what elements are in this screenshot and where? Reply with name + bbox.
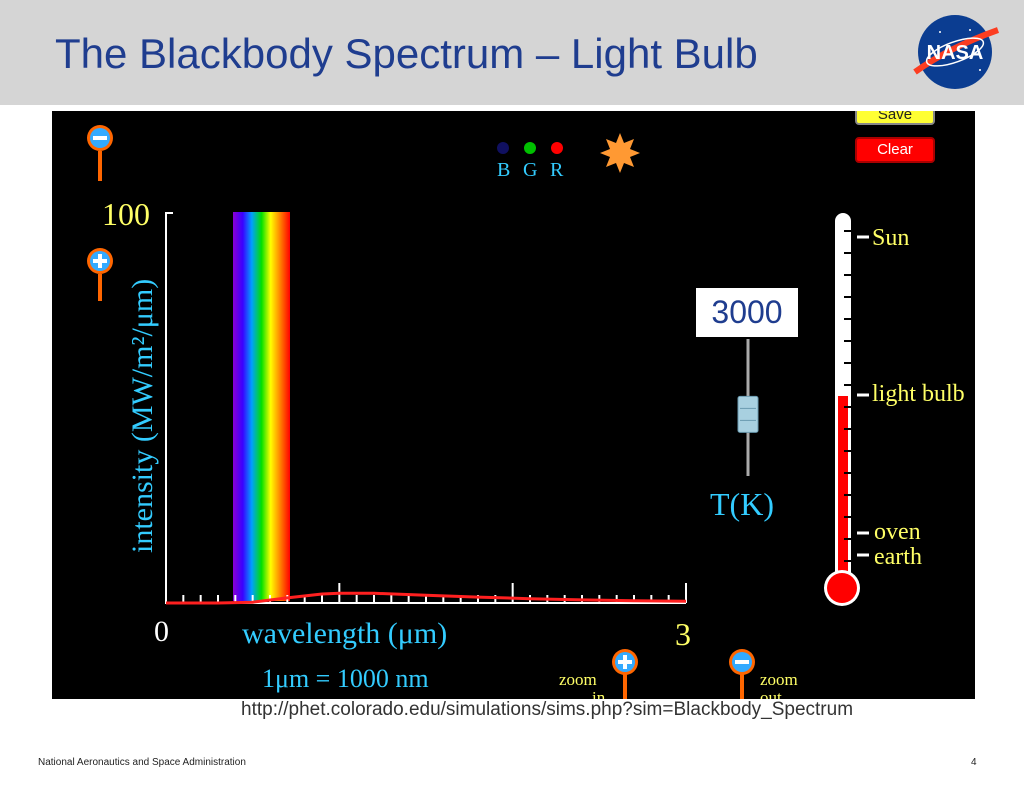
thermometer-label-earth: earth xyxy=(874,544,922,570)
thermometer-label-sun: Sun xyxy=(872,225,909,251)
footer-organization: National Aeronautics and Space Administr… xyxy=(38,757,246,768)
nasa-logo: NASA xyxy=(913,15,1000,89)
temperature-slider[interactable] xyxy=(737,339,759,476)
plus-icon xyxy=(623,655,627,669)
temperature-unit-label: T(K) xyxy=(710,486,774,522)
blue-label: B xyxy=(497,159,510,181)
intensity-curve xyxy=(166,591,687,605)
red-label: R xyxy=(550,159,564,181)
minus-icon xyxy=(93,136,107,140)
zoom-out-vertical-control[interactable] xyxy=(87,125,113,181)
slide-header xyxy=(0,0,1024,105)
green-dot xyxy=(524,142,536,154)
thermometer-label-light-bulb: light bulb xyxy=(872,381,965,407)
thermometer-fill xyxy=(838,396,848,586)
blue-dot xyxy=(497,142,509,154)
zoom-in-sub: in xyxy=(592,688,606,699)
x-axis-min-label: 0 xyxy=(154,615,169,648)
y-axis-label: intensity (MW/m²/μm) xyxy=(126,279,159,553)
zoom-in-label: zoom xyxy=(559,670,597,689)
y-axis xyxy=(165,212,173,604)
zoom-out-label: zoom xyxy=(760,670,798,689)
nasa-logo-text: NASA xyxy=(927,42,984,64)
save-button[interactable]: Save xyxy=(855,111,935,125)
visible-spectrum-band xyxy=(233,212,290,601)
star-color-icon xyxy=(600,133,640,173)
simulation-panel: 100 intensity (MW/m²/μm) 0 3 wavelength … xyxy=(52,111,975,699)
temperature-value-field[interactable]: 3000 xyxy=(696,288,798,337)
thermometer-bulb xyxy=(827,573,857,603)
y-axis-max-label: 100 xyxy=(102,196,150,232)
red-dot xyxy=(551,142,563,154)
zoom-in-vertical-control[interactable] xyxy=(87,248,113,301)
x-axis-label: wavelength (μm) xyxy=(242,617,447,650)
clear-button[interactable]: Clear xyxy=(855,137,935,163)
slide-title: The Blackbody Spectrum – Light Bulb xyxy=(55,30,758,77)
zoom-out-sub: out xyxy=(760,688,782,699)
green-label: G xyxy=(523,159,537,181)
thermometer-label-oven: oven xyxy=(874,519,921,545)
x-axis-max-label: 3 xyxy=(675,616,691,652)
zoom-in-horizontal-control[interactable]: zoom in xyxy=(559,649,638,699)
bgr-indicator: B G R xyxy=(497,142,564,181)
zoom-out-horizontal-control[interactable]: zoom out xyxy=(729,649,798,699)
unit-note: 1μm = 1000 nm xyxy=(262,664,429,693)
slider-knob[interactable] xyxy=(737,395,759,433)
source-url[interactable]: http://phet.colorado.edu/simulations/sim… xyxy=(241,699,854,720)
thermometer: Sun light bulb oven earth xyxy=(824,213,965,606)
page-number: 4 xyxy=(971,757,977,768)
minus-icon xyxy=(735,660,749,664)
plus-icon xyxy=(98,254,102,268)
simulation-canvas: 100 intensity (MW/m²/μm) 0 3 wavelength … xyxy=(87,125,965,699)
